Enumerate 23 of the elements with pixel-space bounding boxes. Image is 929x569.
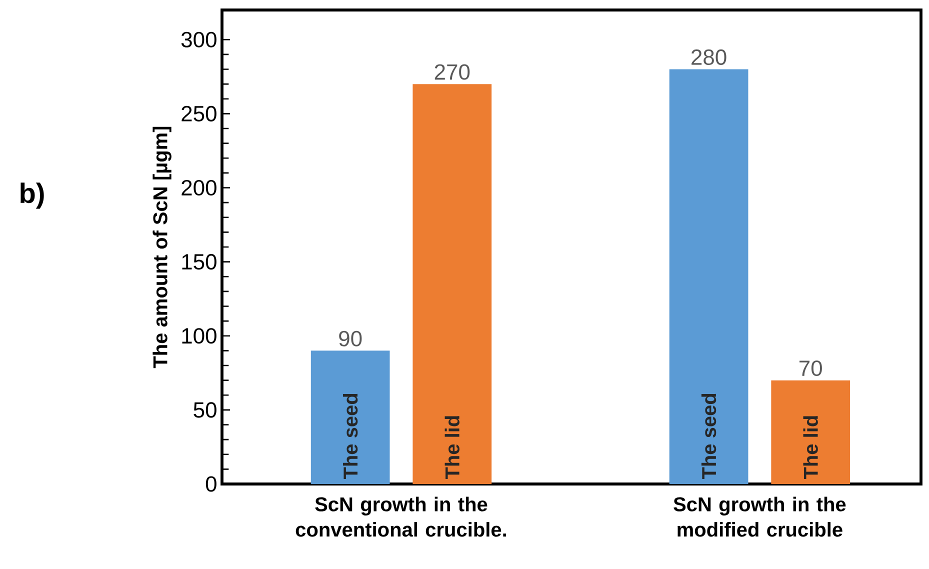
y-tick-label: 0 bbox=[206, 476, 216, 492]
y-tick-label: 250 bbox=[182, 106, 216, 122]
y-tick-label: 50 bbox=[194, 402, 216, 418]
y-tick-label: 200 bbox=[182, 180, 216, 196]
y-tick-label: 150 bbox=[182, 254, 216, 270]
bar bbox=[310, 350, 390, 484]
data-label: 70 bbox=[799, 360, 822, 376]
x-tick-label: ScN growth in the modified crucible bbox=[674, 496, 846, 537]
x-tick-label: ScN growth in the conventional crucible. bbox=[296, 496, 506, 537]
series-label: The lid bbox=[444, 416, 460, 480]
y-tick-label: 300 bbox=[181, 32, 216, 48]
text: The lid bbox=[803, 416, 818, 480]
y-axis-title: The amount of ScN [µgm] bbox=[152, 126, 172, 368]
bar bbox=[669, 69, 748, 484]
y-tick-label: 100 bbox=[182, 328, 216, 344]
text: The seed bbox=[701, 394, 716, 480]
data-label: 280 bbox=[692, 49, 726, 65]
data-label: 270 bbox=[434, 64, 470, 80]
text: b) bbox=[20, 182, 44, 209]
bar bbox=[771, 380, 850, 484]
data-label: 90 bbox=[339, 330, 362, 346]
bar bbox=[412, 84, 492, 484]
series-label: The seed bbox=[342, 394, 358, 480]
